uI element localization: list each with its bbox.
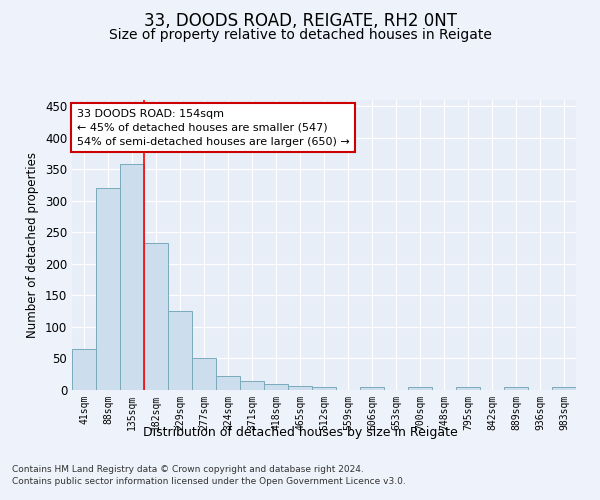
Bar (504, 388, 528, 390)
Bar (96, 188, 120, 390)
Bar (240, 381, 264, 390)
Bar (192, 358, 216, 390)
Bar (144, 243, 168, 390)
Bar (312, 388, 336, 390)
Text: Contains public sector information licensed under the Open Government Licence v3: Contains public sector information licen… (12, 477, 406, 486)
Y-axis label: Number of detached properties: Number of detached properties (26, 152, 40, 338)
Bar (168, 311, 192, 390)
Bar (72, 349, 96, 390)
Bar (216, 376, 240, 390)
Bar (456, 388, 480, 390)
Text: 33, DOODS ROAD, REIGATE, RH2 0NT: 33, DOODS ROAD, REIGATE, RH2 0NT (143, 12, 457, 30)
Bar (288, 386, 312, 390)
Bar (552, 388, 576, 390)
Bar (408, 388, 432, 390)
Text: Distribution of detached houses by size in Reigate: Distribution of detached houses by size … (143, 426, 457, 439)
Text: 33 DOODS ROAD: 154sqm
← 45% of detached houses are smaller (547)
54% of semi-det: 33 DOODS ROAD: 154sqm ← 45% of detached … (77, 108, 350, 146)
Bar (360, 388, 384, 390)
Bar (264, 384, 288, 390)
Text: Size of property relative to detached houses in Reigate: Size of property relative to detached ho… (109, 28, 491, 42)
Text: Contains HM Land Registry data © Crown copyright and database right 2024.: Contains HM Land Registry data © Crown c… (12, 466, 364, 474)
Bar (120, 164, 144, 390)
